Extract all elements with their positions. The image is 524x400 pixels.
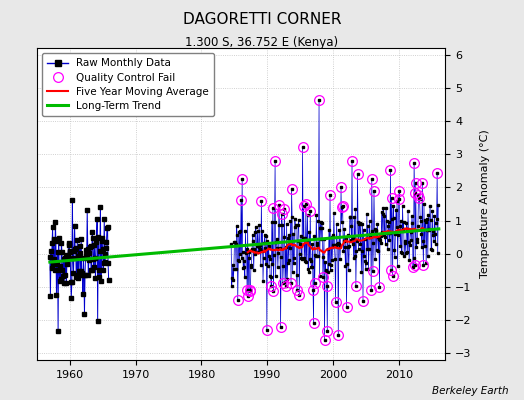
- Y-axis label: Temperature Anomaly (°C): Temperature Anomaly (°C): [480, 130, 490, 278]
- Legend: Raw Monthly Data, Quality Control Fail, Five Year Moving Average, Long-Term Tren: Raw Monthly Data, Quality Control Fail, …: [42, 53, 214, 116]
- Text: DAGORETTI CORNER: DAGORETTI CORNER: [183, 12, 341, 27]
- Text: Berkeley Earth: Berkeley Earth: [432, 386, 508, 396]
- Text: 1.300 S, 36.752 E (Kenya): 1.300 S, 36.752 E (Kenya): [185, 36, 339, 49]
